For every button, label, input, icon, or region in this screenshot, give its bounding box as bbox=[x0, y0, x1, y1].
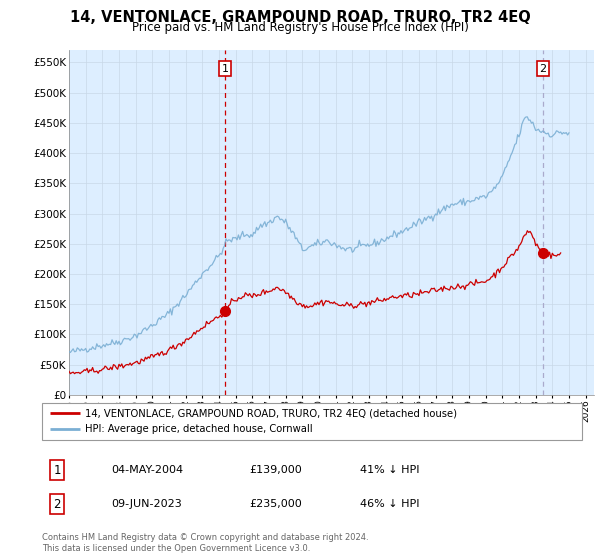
Text: 46% ↓ HPI: 46% ↓ HPI bbox=[360, 499, 419, 509]
Text: This data is licensed under the Open Government Licence v3.0.: This data is licensed under the Open Gov… bbox=[42, 544, 310, 553]
Text: 2: 2 bbox=[539, 63, 547, 73]
Text: £139,000: £139,000 bbox=[249, 465, 302, 475]
FancyBboxPatch shape bbox=[42, 403, 582, 440]
Text: 1: 1 bbox=[53, 464, 61, 477]
Text: 09-JUN-2023: 09-JUN-2023 bbox=[111, 499, 182, 509]
Text: 41% ↓ HPI: 41% ↓ HPI bbox=[360, 465, 419, 475]
Text: 14, VENTONLACE, GRAMPOUND ROAD, TRURO, TR2 4EQ (detached house): 14, VENTONLACE, GRAMPOUND ROAD, TRURO, T… bbox=[85, 408, 457, 418]
Text: Price paid vs. HM Land Registry's House Price Index (HPI): Price paid vs. HM Land Registry's House … bbox=[131, 21, 469, 34]
Text: 2: 2 bbox=[53, 497, 61, 511]
Text: Contains HM Land Registry data © Crown copyright and database right 2024.: Contains HM Land Registry data © Crown c… bbox=[42, 533, 368, 542]
Text: 04-MAY-2004: 04-MAY-2004 bbox=[111, 465, 183, 475]
Text: HPI: Average price, detached house, Cornwall: HPI: Average price, detached house, Corn… bbox=[85, 424, 313, 435]
Text: 1: 1 bbox=[221, 63, 229, 73]
Text: £235,000: £235,000 bbox=[249, 499, 302, 509]
Text: 14, VENTONLACE, GRAMPOUND ROAD, TRURO, TR2 4EQ: 14, VENTONLACE, GRAMPOUND ROAD, TRURO, T… bbox=[70, 10, 530, 25]
